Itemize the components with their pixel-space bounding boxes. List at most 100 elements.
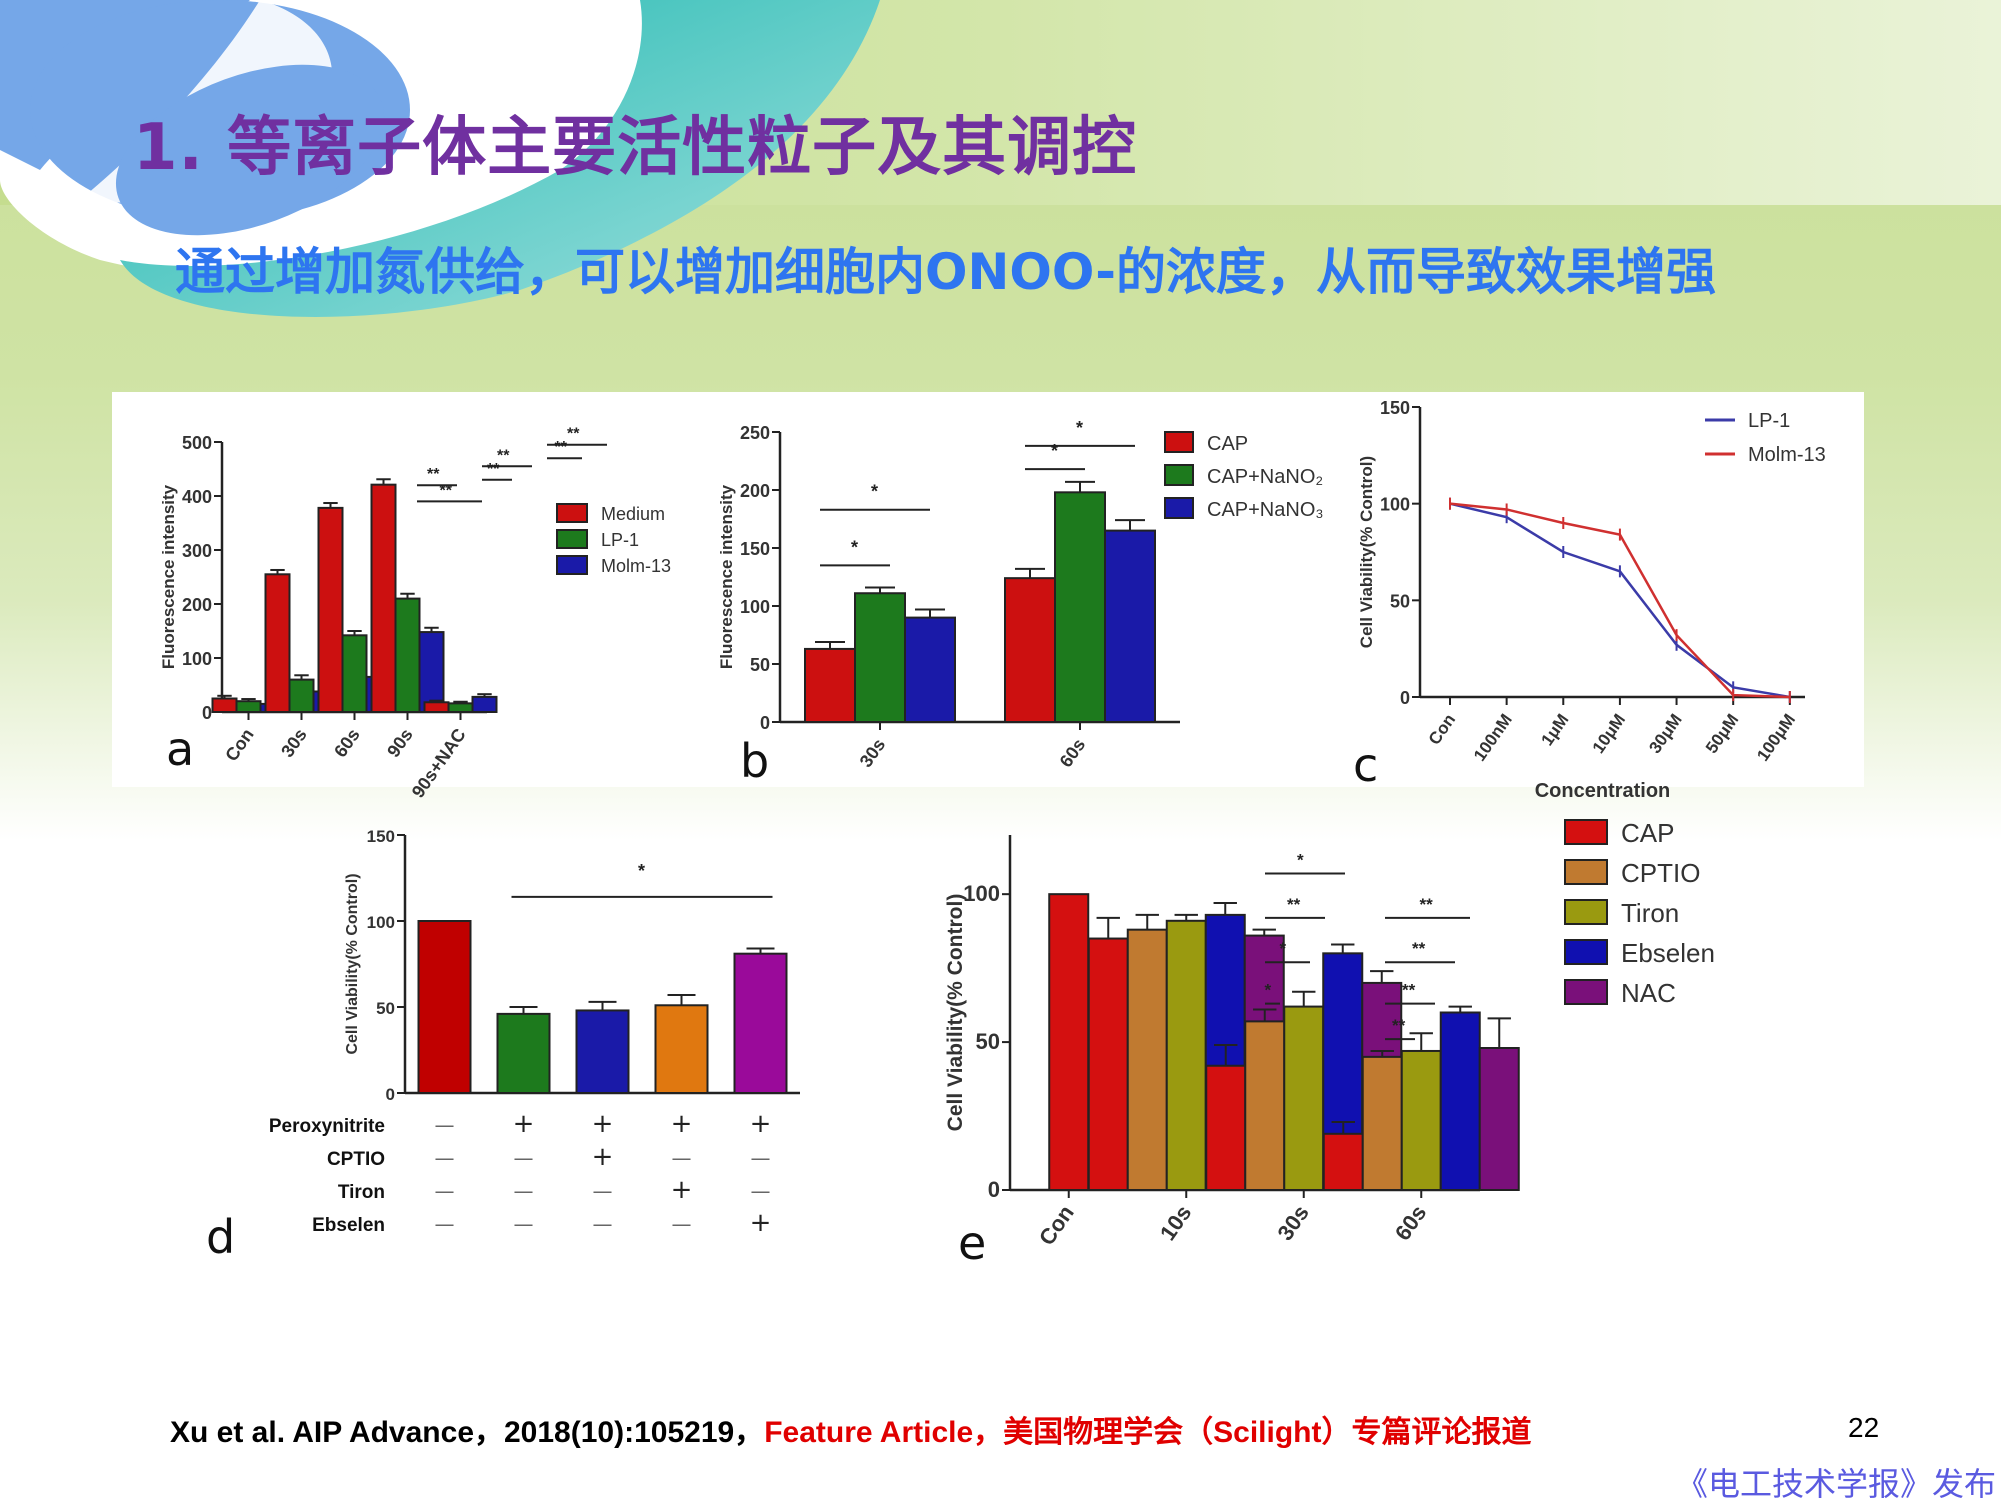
panel-label-e: e xyxy=(958,1216,987,1270)
bar xyxy=(1244,1020,1286,1191)
treatment-sign: — xyxy=(514,1146,534,1170)
legend-label: Tiron xyxy=(1621,898,1679,928)
y-tick-label: 100 xyxy=(740,597,770,617)
x-tick-label: Con xyxy=(1425,710,1460,748)
y-tick-label: 400 xyxy=(182,487,212,507)
significance-mark: ** xyxy=(440,482,453,499)
y-tick-label: 150 xyxy=(1380,398,1410,418)
citation-text: Xu et al. AIP Advance，2018(10):105219， xyxy=(170,1416,765,1449)
treatment-sign: — xyxy=(435,1179,455,1203)
bar xyxy=(235,700,262,714)
y-tick-label: 100 xyxy=(1380,495,1410,515)
x-tick-label: 30s xyxy=(1272,1201,1314,1245)
bar xyxy=(1126,928,1168,1192)
legend-label: Medium xyxy=(601,504,665,524)
treatment-label: Peroxynitrite xyxy=(269,1116,385,1137)
significance-mark: * xyxy=(638,861,645,881)
y-tick-label: 0 xyxy=(1400,688,1410,708)
bar xyxy=(447,702,474,713)
y-tick-label: 200 xyxy=(740,481,770,501)
significance-mark: * xyxy=(1297,850,1304,869)
x-tick-label: 100μM xyxy=(1753,710,1799,764)
bar xyxy=(1205,1064,1247,1191)
bar xyxy=(211,697,238,713)
y-tick-label: 200 xyxy=(182,595,212,615)
y-tick-label: 300 xyxy=(182,541,212,561)
legend-label: LP-1 xyxy=(1748,410,1790,432)
treatment-sign: + xyxy=(750,1208,772,1238)
legend-label: NAC xyxy=(1621,978,1676,1008)
treatment-sign: — xyxy=(593,1212,613,1236)
significance-mark: ** xyxy=(567,426,580,443)
y-axis-label: Cell Viability(% Control) xyxy=(1357,456,1376,648)
slide-title: 1. 等离子体主要活性粒子及其调控 xyxy=(133,111,1138,185)
treatment-sign: + xyxy=(592,1109,614,1139)
bar xyxy=(1322,1132,1364,1191)
publisher-watermark: 《电工技术学报》发布 xyxy=(1676,1466,1997,1502)
bar xyxy=(1104,529,1156,723)
treatment-label: Ebselen xyxy=(312,1215,385,1236)
significance-mark: * xyxy=(871,482,878,502)
bar xyxy=(288,678,315,714)
treatment-sign: — xyxy=(593,1179,613,1203)
y-axis-label: Fluorescence intensity xyxy=(717,484,736,669)
treatment-sign: + xyxy=(592,1142,614,1172)
treatment-sign: + xyxy=(513,1109,535,1139)
bar xyxy=(1361,1055,1403,1191)
significance-mark: * xyxy=(851,537,858,557)
legend-swatch xyxy=(1564,899,1608,925)
x-tick-label: 30s xyxy=(856,735,890,771)
bar xyxy=(317,506,344,713)
y-tick-label: 250 xyxy=(740,423,770,443)
y-tick-label: 0 xyxy=(202,703,212,723)
bar xyxy=(1165,919,1207,1192)
bar xyxy=(654,1004,709,1094)
y-tick-label: 100 xyxy=(182,649,212,669)
x-tick-label: 90s xyxy=(383,725,417,761)
treatment-label: Tiron xyxy=(338,1182,385,1203)
treatment-sign: — xyxy=(672,1212,692,1236)
legend-swatch xyxy=(1564,939,1608,965)
bar xyxy=(904,616,956,724)
bar xyxy=(854,592,906,723)
y-tick-label: 100 xyxy=(367,913,395,932)
bar xyxy=(394,597,421,714)
legend-label: CAP+NaNO₃ xyxy=(1207,499,1324,521)
bar xyxy=(423,701,450,713)
treatment-sign: — xyxy=(435,1212,455,1236)
significance-mark: ** xyxy=(1420,895,1434,914)
legend-label: CAP+NaNO₂ xyxy=(1207,466,1323,488)
footer-citation: Xu et al. AIP Advance，2018(10):105219，Fe… xyxy=(170,1407,1532,1451)
y-tick-label: 0 xyxy=(760,713,770,733)
bar xyxy=(418,631,445,713)
legend-label: CPTIO xyxy=(1621,858,1700,888)
treatment-sign: + xyxy=(671,1175,693,1205)
x-axis-label: Concentration xyxy=(1535,780,1671,802)
page-number: 22 xyxy=(1848,1412,1880,1443)
significance-mark: ** xyxy=(497,447,510,464)
bar xyxy=(341,634,368,714)
panel-label-d: d xyxy=(206,1210,236,1264)
significance-mark: * xyxy=(1280,939,1287,958)
legend-swatch xyxy=(1164,497,1194,519)
bar xyxy=(1048,893,1090,1192)
treatment-sign: — xyxy=(435,1113,455,1137)
legend-label: CAP xyxy=(1207,433,1248,455)
panel-label-a: a xyxy=(166,722,195,776)
x-tick-label: 1μM xyxy=(1537,710,1572,749)
significance-mark: * xyxy=(1051,441,1058,461)
treatment-sign: — xyxy=(672,1146,692,1170)
y-tick-label: 0 xyxy=(988,1177,1000,1202)
legend-swatch xyxy=(1164,464,1194,486)
y-tick-label: 150 xyxy=(740,539,770,559)
treatment-sign: — xyxy=(435,1146,455,1170)
chart-c-viability-line: 0 50 100 150 Cell Viability(% Control) Con 100… xyxy=(1340,392,1880,812)
y-tick-label: 500 xyxy=(182,433,212,453)
bar xyxy=(1054,491,1106,723)
x-tick-label: 10μM xyxy=(1589,710,1630,757)
y-tick-label: 50 xyxy=(750,655,770,675)
x-tick-label: 60s xyxy=(1390,1201,1432,1245)
legend-swatch xyxy=(556,529,588,549)
bar xyxy=(733,952,788,1094)
chart-e-viability-bars: 0 50 100 Cell Viability(% Control) Con 10s 30s… xyxy=(920,818,1800,1280)
